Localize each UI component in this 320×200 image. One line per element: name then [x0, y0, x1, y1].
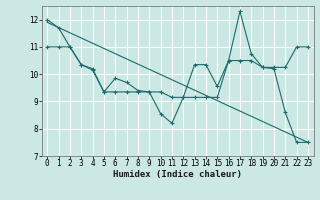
- X-axis label: Humidex (Indice chaleur): Humidex (Indice chaleur): [113, 170, 242, 179]
